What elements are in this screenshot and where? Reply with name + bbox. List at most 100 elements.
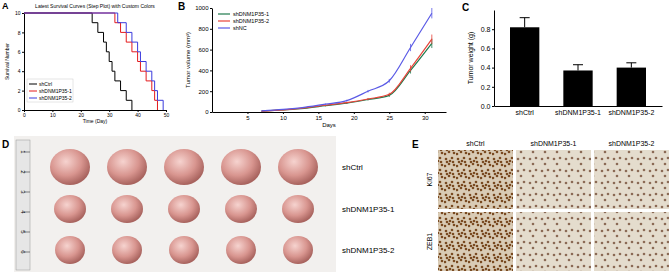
ruler-label: 2 <box>20 170 26 174</box>
tick-label: 10 <box>15 10 21 16</box>
survival-line <box>24 13 163 110</box>
legend-swatch <box>29 98 37 99</box>
error-cap <box>626 62 636 63</box>
error-bar <box>626 63 636 68</box>
bar <box>510 27 539 106</box>
panel-letter: E <box>412 139 419 150</box>
row-label: ZEB1 <box>426 233 433 251</box>
error-bar <box>520 18 530 28</box>
ihc-image <box>438 212 513 271</box>
axis-title: Time (Day) <box>83 118 108 124</box>
error-cap <box>573 64 583 65</box>
tick-mark <box>210 50 212 51</box>
tick: 10 <box>15 10 24 16</box>
tumor <box>50 149 90 185</box>
panel-letter: C <box>462 2 469 13</box>
tick-label: 50 <box>164 112 170 118</box>
axis: 0.0 0.2 0.4 0.6 0.8 <box>481 11 495 110</box>
tick: shDNM1P35-1 <box>555 109 601 116</box>
axis-title: Days <box>322 122 336 128</box>
tick-label: 800 <box>198 26 209 32</box>
tumor <box>225 195 257 223</box>
tick-label: 0 <box>205 109 209 115</box>
tick: 0 <box>23 110 26 118</box>
bar <box>617 68 646 106</box>
error-bar <box>368 98 369 100</box>
tick-label: 6 <box>18 49 21 55</box>
tick-mark <box>492 87 494 88</box>
column-label: shDNM1P35-2 <box>609 140 655 147</box>
tick-label: 0.4 <box>481 64 491 71</box>
legend-swatch <box>29 84 37 85</box>
tick: 4 <box>18 68 24 74</box>
legend-swatch <box>218 13 230 14</box>
legend-label: shNC <box>233 25 247 31</box>
photo-background <box>14 136 336 272</box>
ruler <box>16 140 30 270</box>
tick-mark <box>492 106 494 107</box>
tick-mark <box>283 112 284 114</box>
tick-label: 0 <box>23 112 26 118</box>
column-label: shDNM1P35-1 <box>531 140 577 147</box>
axis-title: Survival Number <box>4 43 10 80</box>
tick-label: 30 <box>107 112 113 118</box>
error-bar <box>325 105 326 106</box>
error-bar <box>573 65 583 71</box>
tick: 1000 <box>195 5 212 11</box>
tick-label: 10 <box>280 115 287 121</box>
bar <box>563 70 592 106</box>
tick: 0.2 <box>481 84 494 91</box>
tumor <box>55 236 85 264</box>
ihc-image <box>516 212 591 271</box>
tick-mark <box>210 8 212 9</box>
tick-mark <box>210 70 212 71</box>
tick-mark <box>210 91 212 92</box>
tumor <box>169 236 199 264</box>
tick-label: 2 <box>18 88 21 94</box>
tick-label: 0.8 <box>481 26 491 33</box>
tick-mark <box>22 32 24 33</box>
tumor <box>164 149 204 185</box>
tick: 0 <box>18 107 24 113</box>
plot-area <box>262 8 432 111</box>
plot-area <box>24 13 163 110</box>
tick-label: 600 <box>198 47 209 53</box>
tick-mark <box>492 68 494 69</box>
axis-title: Tumor weight (g) <box>467 32 475 85</box>
legend-swatch <box>218 27 230 28</box>
row-label: shCtrl <box>342 163 363 172</box>
tick: 10 <box>280 112 287 121</box>
ihc-image <box>516 150 591 209</box>
error-stem <box>631 63 632 68</box>
legend-swatch <box>29 91 37 92</box>
tumor <box>107 149 147 185</box>
error-bar <box>325 104 326 105</box>
tick: 400 <box>198 68 212 74</box>
axis-line <box>495 106 663 107</box>
tick-mark <box>425 112 426 114</box>
error-bar <box>368 98 369 100</box>
tick-label: 0.6 <box>481 45 491 52</box>
tumor <box>111 195 143 223</box>
tumor <box>278 149 318 185</box>
tick-mark <box>210 112 212 113</box>
tick-label: 400 <box>198 68 209 74</box>
tick-label: 8 <box>18 30 21 36</box>
tick: 8 <box>18 30 24 36</box>
error-bar <box>261 110 262 111</box>
tick-label: 10 <box>50 112 56 118</box>
tumor <box>226 236 256 264</box>
tick: shDNM1P35-2 <box>608 109 654 116</box>
error-cap <box>520 17 530 18</box>
tick: shCtrl <box>516 109 535 116</box>
panel-letter: D <box>2 139 9 150</box>
error-bar <box>431 8 432 18</box>
tick: 0.8 <box>481 26 494 33</box>
tick: 2 <box>18 88 24 94</box>
row-label: Ki67 <box>426 172 433 186</box>
tick: 5 <box>246 112 250 121</box>
tick: 800 <box>198 26 212 32</box>
tick: 0 <box>205 109 212 115</box>
tick-label: 0.0 <box>481 103 491 110</box>
tumor <box>168 195 200 223</box>
